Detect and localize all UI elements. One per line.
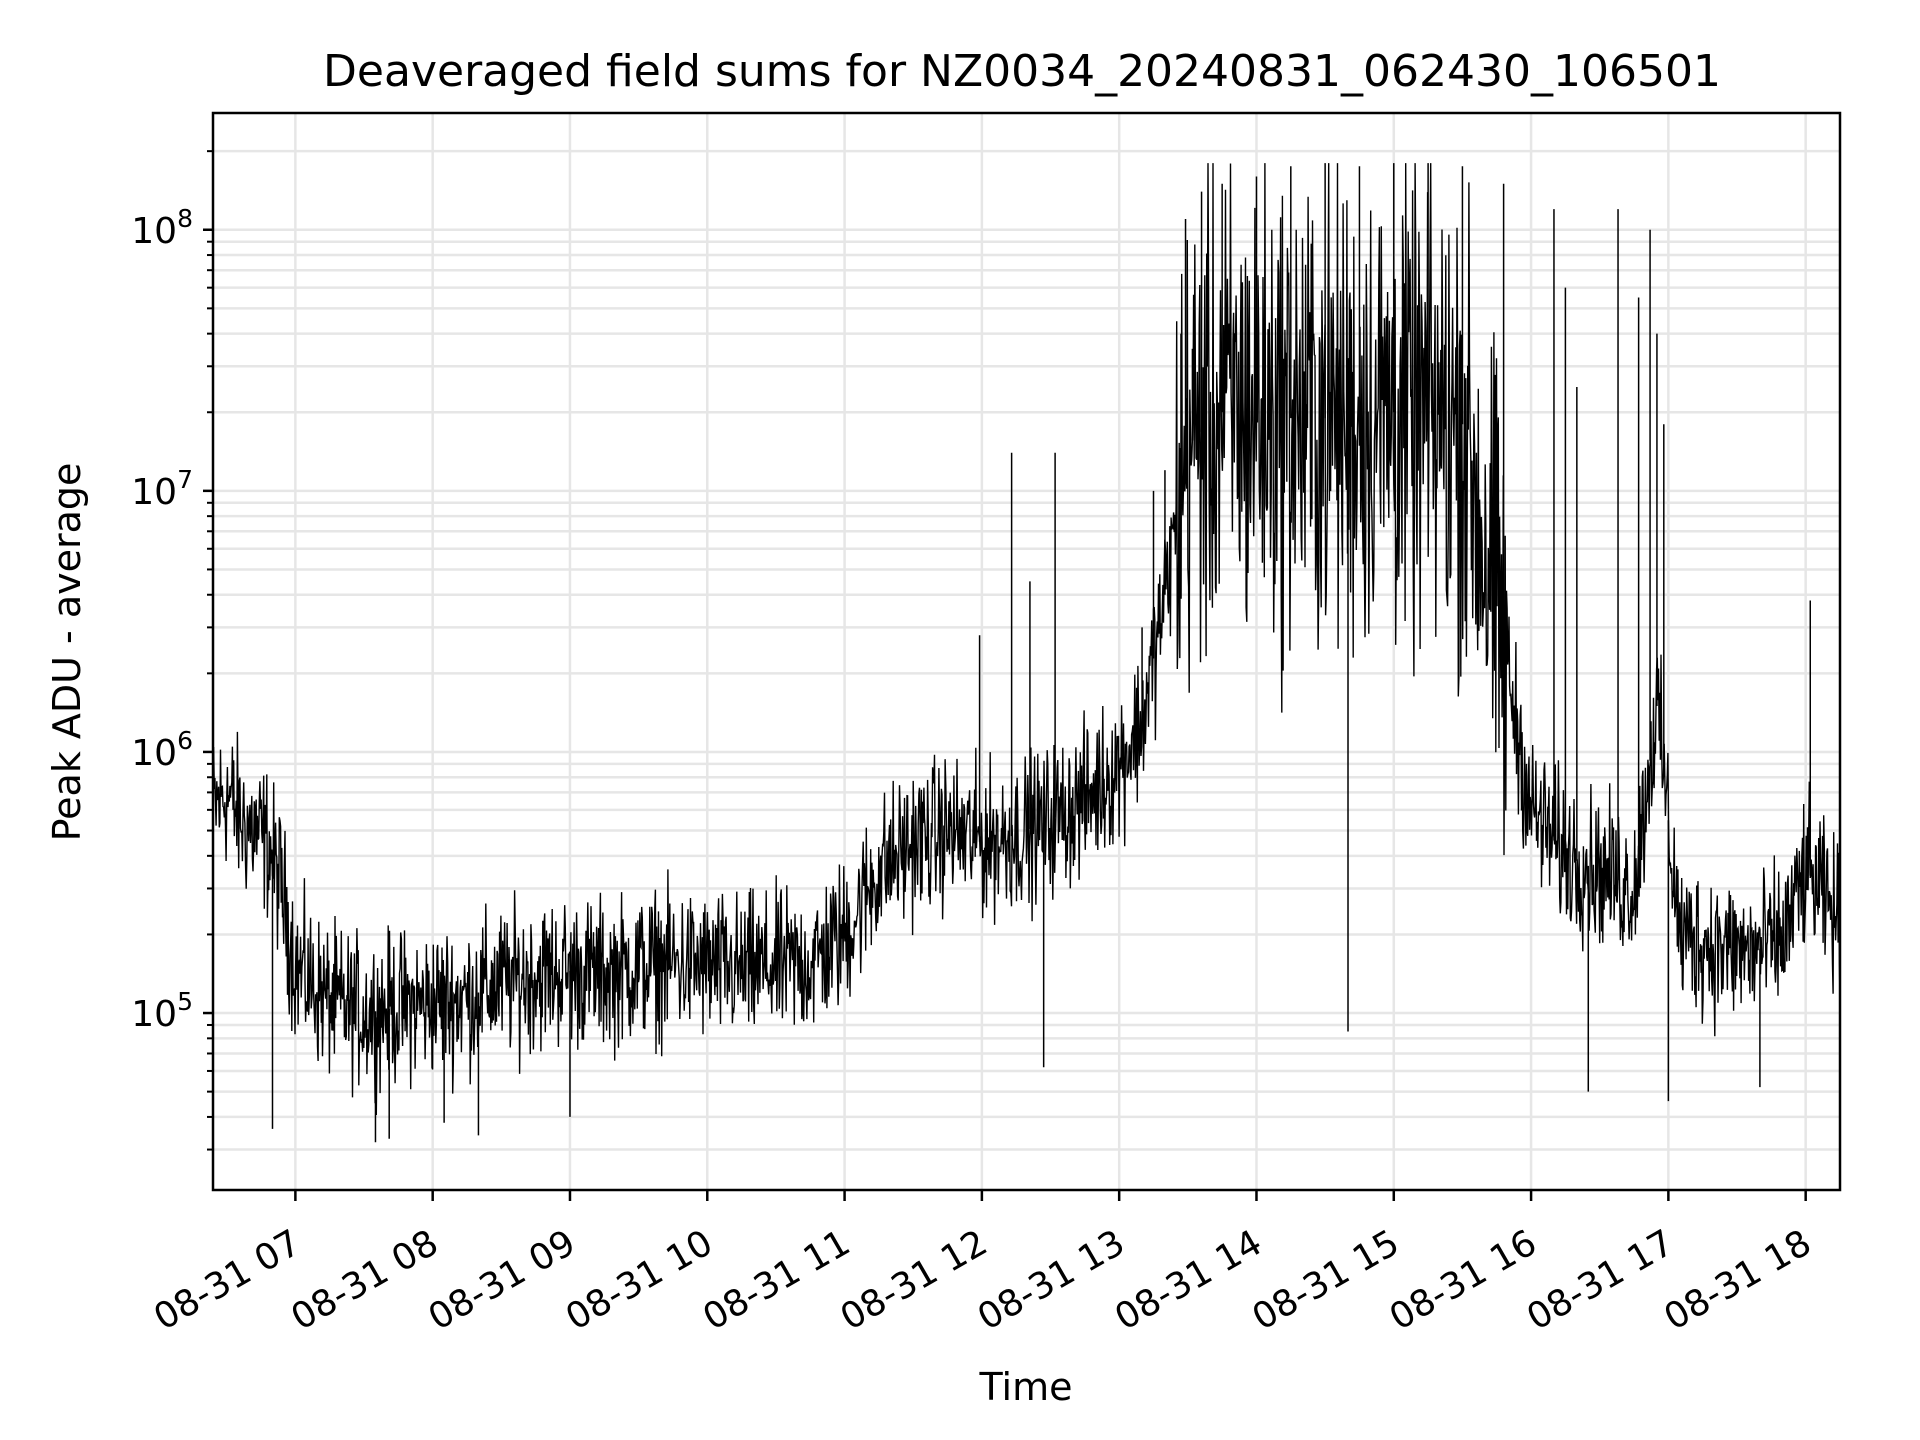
y-axis-label: Peak ADU - average: [45, 463, 89, 842]
y-tick-base: 10: [131, 211, 177, 252]
plot-area-frame: [211, 111, 1842, 1192]
x-axis-label: Time: [979, 1365, 1073, 1409]
chart-title: Deaveraged field sums for NZ0034_2024083…: [323, 46, 1721, 97]
y-tick-base: 10: [131, 994, 177, 1035]
y-tick-exponent: 6: [177, 726, 193, 755]
y-tick-base: 10: [131, 472, 177, 513]
y-tick-label: 106: [131, 726, 193, 774]
series-line: [212, 163, 1841, 1116]
y-tick-label: 107: [131, 465, 193, 513]
series-layer: [212, 163, 1841, 1143]
y-tick-label: 105: [131, 987, 193, 1035]
y-tick-label: 108: [131, 204, 193, 252]
y-tick-exponent: 7: [177, 465, 193, 494]
y-tick-exponent: 8: [177, 204, 193, 233]
y-tick-base: 10: [131, 733, 177, 774]
y-tick-exponent: 5: [177, 987, 193, 1016]
